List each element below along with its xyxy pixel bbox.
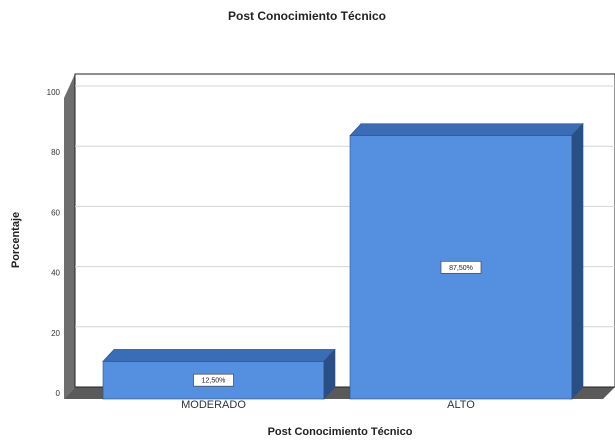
data-label-box: [193, 373, 234, 387]
bar-top: [349, 123, 584, 136]
chart-left-wall: [64, 74, 75, 399]
x-tick-label: ALTO: [447, 399, 475, 411]
data-label: 87,50%: [449, 265, 473, 272]
bar-top: [102, 349, 336, 362]
bar-side: [323, 348, 336, 400]
data-label: 12,50%: [202, 378, 226, 385]
x-tick-label: MODERADO: [181, 399, 246, 411]
y-tick-label: 40: [51, 269, 60, 278]
bar-moderado: 12,50%: [102, 348, 336, 400]
bar-alto: 87,50%: [349, 122, 584, 400]
chart-title: Post Conocimiento Técnico: [228, 9, 386, 23]
y-tick-label: 20: [51, 329, 60, 338]
x-axis-title: Post Conocimiento Técnico: [268, 426, 413, 438]
y-tick-label: 0: [56, 389, 61, 398]
y-tick-label: 80: [51, 148, 60, 157]
y-tick-label: 60: [51, 208, 60, 217]
y-axis-title: Porcentaje: [10, 212, 22, 268]
data-label-box: [440, 260, 482, 274]
y-tick-label: 100: [47, 88, 61, 97]
bar-side: [571, 122, 584, 400]
